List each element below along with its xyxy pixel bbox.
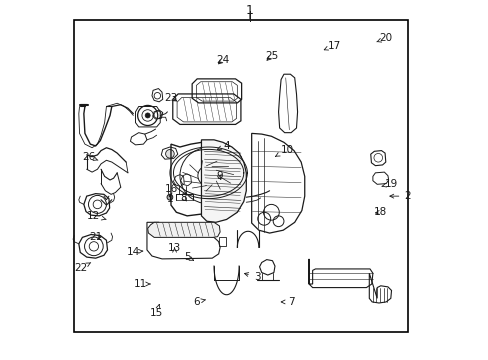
Text: 8: 8 <box>180 193 186 203</box>
Text: 20: 20 <box>376 33 392 43</box>
Text: 18: 18 <box>373 207 386 217</box>
Circle shape <box>165 149 174 158</box>
Circle shape <box>145 113 150 118</box>
Text: 12: 12 <box>87 211 106 221</box>
Text: 6: 6 <box>192 297 205 307</box>
Text: 16: 16 <box>164 184 177 197</box>
Text: 24: 24 <box>216 55 229 65</box>
Text: 4: 4 <box>217 141 229 151</box>
Text: 13: 13 <box>167 243 181 253</box>
Text: 1: 1 <box>245 4 253 17</box>
Text: 2: 2 <box>389 191 410 201</box>
Text: 19: 19 <box>381 179 397 189</box>
Text: 21: 21 <box>89 232 102 242</box>
Text: 5: 5 <box>183 252 193 262</box>
Text: 11: 11 <box>134 279 150 289</box>
Text: 25: 25 <box>264 51 278 61</box>
Circle shape <box>167 194 172 200</box>
Text: 7: 7 <box>281 297 294 307</box>
Bar <box>74 21 407 332</box>
Polygon shape <box>201 140 246 222</box>
Text: 9: 9 <box>216 171 222 181</box>
Text: 3: 3 <box>244 272 260 282</box>
Text: 22: 22 <box>75 263 91 273</box>
Polygon shape <box>147 222 220 237</box>
Bar <box>218 237 225 246</box>
Text: 26: 26 <box>81 152 98 162</box>
Text: 14: 14 <box>126 247 142 257</box>
Text: 15: 15 <box>150 305 163 318</box>
Text: 10: 10 <box>275 144 293 156</box>
Text: 17: 17 <box>324 41 340 50</box>
Text: 23: 23 <box>164 93 177 103</box>
